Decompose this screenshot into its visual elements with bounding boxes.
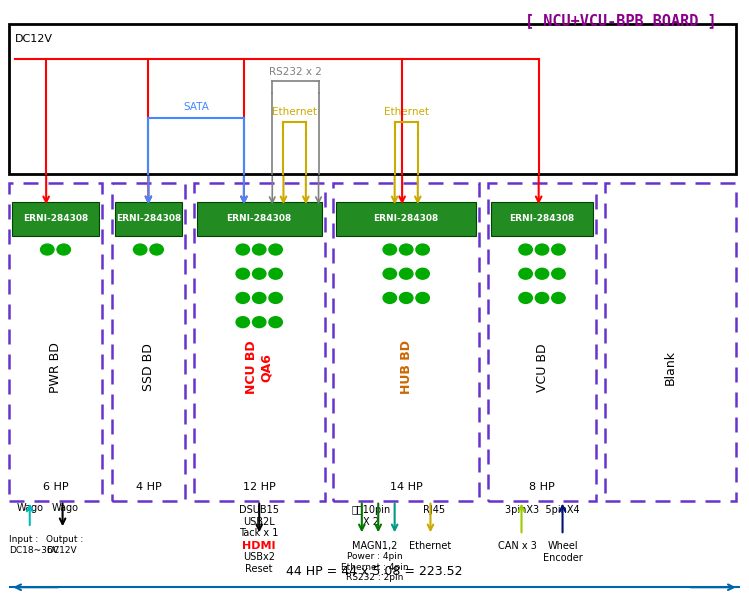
Circle shape [383, 292, 396, 303]
Text: USBx2
Reset: USBx2 Reset [243, 552, 275, 574]
Text: 4 HP: 4 HP [136, 482, 161, 492]
Text: VCU BD: VCU BD [536, 343, 548, 392]
Circle shape [536, 268, 549, 279]
Circle shape [552, 244, 565, 255]
Text: NCU BD
QA6: NCU BD QA6 [245, 340, 273, 394]
Circle shape [133, 244, 147, 255]
FancyBboxPatch shape [12, 202, 99, 236]
Text: PWR BD: PWR BD [49, 342, 62, 393]
Text: 6 HP: 6 HP [43, 482, 68, 492]
Text: DC12V: DC12V [15, 34, 53, 44]
Circle shape [252, 292, 266, 303]
Circle shape [416, 292, 429, 303]
FancyBboxPatch shape [197, 202, 321, 236]
Text: Input :
DC18~36V: Input : DC18~36V [9, 535, 58, 554]
Circle shape [399, 268, 413, 279]
Circle shape [399, 292, 413, 303]
Circle shape [519, 244, 533, 255]
Circle shape [252, 317, 266, 328]
Text: SATA: SATA [184, 102, 209, 112]
Circle shape [552, 292, 565, 303]
Text: Ethernet: Ethernet [272, 107, 317, 117]
Text: HUB BD: HUB BD [400, 340, 413, 394]
Text: 8 HP: 8 HP [529, 482, 555, 492]
Circle shape [399, 244, 413, 255]
Bar [333, 183, 479, 501]
FancyBboxPatch shape [491, 202, 593, 236]
Text: ERNI-284308: ERNI-284308 [116, 214, 181, 223]
Text: 44 HP = 44 x 5.08 = 223.52: 44 HP = 44 x 5.08 = 223.52 [286, 565, 463, 578]
FancyBboxPatch shape [336, 202, 476, 236]
Text: [ NCU+VCU-BPB BOARD ]: [ NCU+VCU-BPB BOARD ] [525, 13, 717, 28]
Bar [9, 183, 102, 501]
Circle shape [536, 244, 549, 255]
Text: ERNI-284308: ERNI-284308 [374, 214, 439, 223]
Circle shape [252, 244, 266, 255]
Text: Wago: Wago [16, 503, 43, 513]
Text: Blank: Blank [664, 350, 677, 385]
Text: 3pinX3  5pinX4: 3pinX3 5pinX4 [505, 505, 579, 515]
Text: Ethernet: Ethernet [410, 541, 452, 551]
Text: Wheel
Encoder: Wheel Encoder [543, 541, 583, 563]
Circle shape [236, 317, 249, 328]
Text: ERNI-284308: ERNI-284308 [227, 214, 292, 223]
Circle shape [269, 292, 282, 303]
Bar [112, 183, 185, 501]
Circle shape [269, 317, 282, 328]
Circle shape [519, 292, 533, 303]
Bar [194, 183, 324, 501]
Text: RJ45: RJ45 [423, 505, 445, 515]
Bar [9, 24, 736, 174]
Text: RS232 x 2: RS232 x 2 [269, 67, 322, 77]
Circle shape [536, 292, 549, 303]
FancyBboxPatch shape [115, 202, 182, 236]
Bar [488, 183, 596, 501]
Circle shape [416, 244, 429, 255]
Text: HDMI: HDMI [243, 541, 276, 551]
Bar [605, 183, 736, 501]
Circle shape [519, 268, 533, 279]
Circle shape [252, 268, 266, 279]
Text: ERNI-284308: ERNI-284308 [509, 214, 574, 223]
Circle shape [40, 244, 54, 255]
Circle shape [416, 268, 429, 279]
Text: Ethernet: Ethernet [383, 107, 428, 117]
Circle shape [269, 268, 282, 279]
Text: 원형10pin
X 2: 원형10pin X 2 [351, 505, 390, 527]
Text: Wago: Wago [52, 503, 79, 513]
Circle shape [552, 268, 565, 279]
Text: SSD BD: SSD BD [142, 344, 155, 391]
Circle shape [150, 244, 163, 255]
Text: 14 HP: 14 HP [389, 482, 422, 492]
Circle shape [383, 244, 396, 255]
Text: CAN x 3: CAN x 3 [498, 541, 537, 551]
Circle shape [383, 268, 396, 279]
Text: DSUB15
USB2L
Tack x 1: DSUB15 USB2L Tack x 1 [239, 505, 279, 538]
Circle shape [269, 244, 282, 255]
Circle shape [236, 244, 249, 255]
Circle shape [236, 268, 249, 279]
Circle shape [236, 292, 249, 303]
Text: 12 HP: 12 HP [243, 482, 276, 492]
Text: Power : 4pin
Ethernet : 4pin
RS232 : 2pin: Power : 4pin Ethernet : 4pin RS232 : 2pi… [341, 552, 408, 582]
Circle shape [57, 244, 70, 255]
Text: ERNI-284308: ERNI-284308 [23, 214, 88, 223]
Text: MAGN1,2: MAGN1,2 [352, 541, 397, 551]
Text: Output :
DC12V: Output : DC12V [46, 535, 83, 554]
